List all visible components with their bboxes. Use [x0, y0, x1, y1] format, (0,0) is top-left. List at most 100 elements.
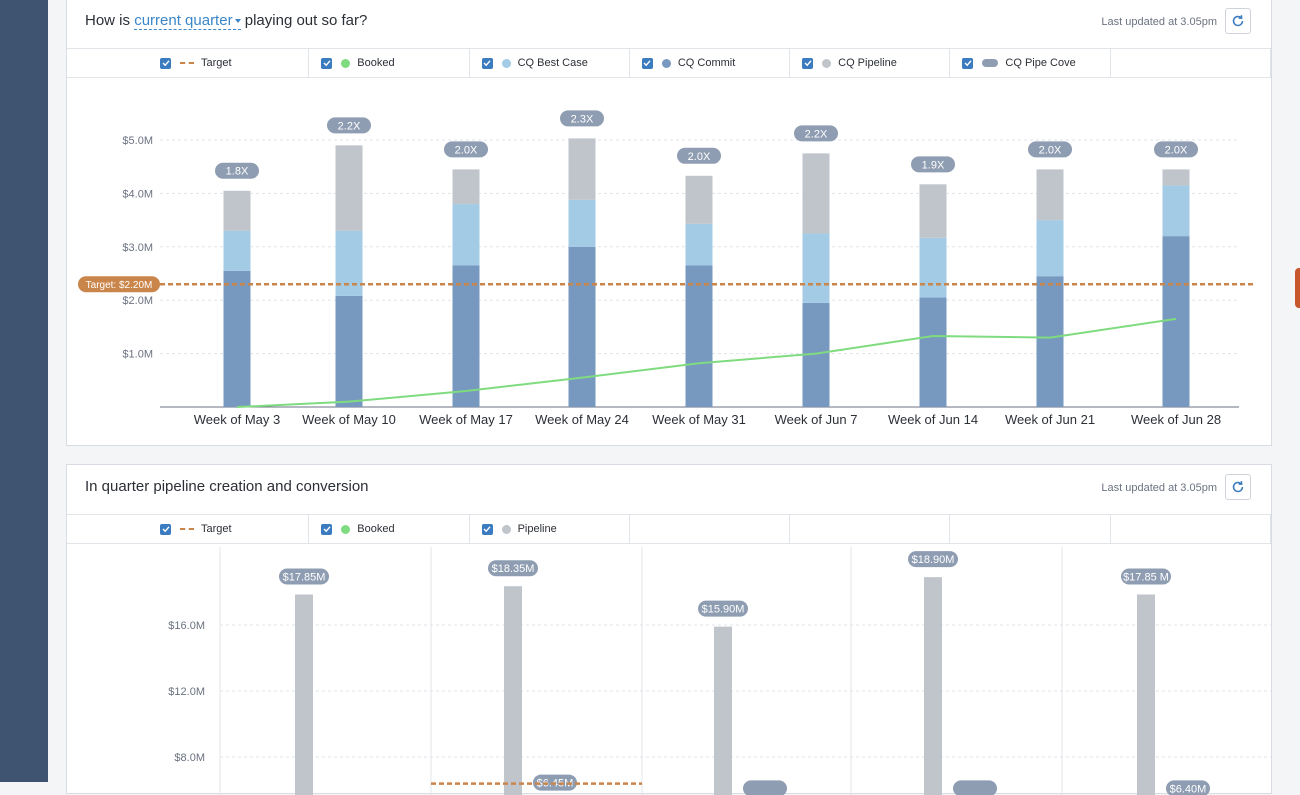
value-badge [1121, 568, 1171, 585]
x-tick-label: Week of May 3 [194, 412, 280, 427]
value-label: $15.90M [702, 604, 745, 616]
y-tick-label: $3.0M [122, 242, 153, 254]
bar-segment-cq-pipeline[interactable] [223, 190, 251, 231]
card-title: In quarter pipeline creation and convers… [85, 478, 369, 495]
x-tick-label: Week of Jun 7 [775, 412, 858, 427]
coverage-label: 2.0X [455, 144, 478, 156]
checkbox-checked-icon[interactable] [641, 57, 653, 69]
legend-item-pipeline[interactable]: Pipeline [470, 515, 630, 543]
bar-segment-cq-pipeline[interactable] [452, 169, 480, 205]
bar-segment-cq-commit[interactable] [335, 295, 363, 407]
bar-segment-cq-pipeline[interactable] [802, 153, 830, 234]
bar-segment-cq-best-case[interactable] [452, 204, 480, 266]
bar-segment-cq-best-case[interactable] [1036, 220, 1064, 277]
bar-segment-cq-commit[interactable] [1036, 276, 1064, 407]
value-label: $17.85 M [1123, 571, 1169, 583]
legend-item-cq-pipe-cove[interactable]: CQ Pipe Cove [950, 49, 1111, 77]
legend-swatch-dash-icon [180, 528, 194, 530]
legend-label: CQ Best Case [517, 57, 588, 69]
refresh-icon [1232, 481, 1244, 493]
bar-segment-cq-best-case[interactable] [802, 233, 830, 303]
legend-item-cq-pipeline[interactable]: CQ Pipeline [790, 49, 951, 77]
legend-item-target[interactable]: Target [67, 515, 310, 543]
bar-segment-cq-pipeline[interactable] [685, 175, 713, 224]
legend-swatch-dash-icon [180, 62, 194, 64]
x-tick-label: Week of May 24 [535, 412, 629, 427]
feedback-tab[interactable] [1295, 268, 1300, 308]
refresh-button[interactable] [1225, 474, 1251, 500]
pipeline-bar[interactable] [924, 577, 942, 795]
booked-line[interactable] [236, 317, 1177, 408]
refresh-icon [1232, 15, 1244, 27]
value-label: $17.85M [283, 571, 326, 583]
checkbox-checked-icon[interactable] [802, 57, 814, 69]
legend-empty-cell [950, 515, 1111, 543]
legend-label: Target [201, 523, 232, 535]
checkbox-checked-icon[interactable] [160, 523, 171, 535]
legend-item-cq-best-case[interactable]: CQ Best Case [470, 49, 630, 77]
legend-empty-cell [790, 515, 951, 543]
pipeline-bar[interactable] [295, 594, 313, 795]
bar-segment-cq-best-case[interactable] [568, 199, 596, 247]
bar-segment-cq-pipeline[interactable] [1036, 169, 1064, 221]
coverage-label: 1.9X [922, 159, 945, 171]
legend-empty-cell [1111, 49, 1271, 77]
coverage-badge [444, 141, 488, 158]
pipeline-bar[interactable] [504, 586, 522, 795]
pipeline-bar[interactable] [1137, 594, 1155, 795]
legend-empty-cell [630, 515, 791, 543]
checkbox-checked-icon[interactable] [321, 523, 333, 535]
bar-segment-cq-best-case[interactable] [223, 230, 251, 271]
bar-segment-cq-best-case[interactable] [919, 237, 947, 298]
coverage-label: 2.2X [338, 120, 361, 132]
quarter-selector[interactable]: current quarter [134, 12, 241, 30]
coverage-label: 2.2X [805, 128, 828, 140]
legend-label: Pipeline [517, 523, 557, 535]
legend-swatch-dot-icon [341, 524, 351, 534]
checkbox-checked-icon[interactable] [481, 57, 493, 69]
legend-swatch-dot-icon [822, 58, 832, 68]
coverage-badge [911, 156, 955, 173]
quarter-progress-card: How is current quarter playing out so fa… [66, 0, 1272, 446]
coverage-badge [560, 110, 604, 127]
bar-segment-cq-pipeline[interactable] [568, 138, 596, 200]
bar-segment-cq-commit[interactable] [685, 265, 713, 408]
forecast-stacked-bar-chart: $1.0M $2.0M $3.0M $4.0M $5.0M 1.8X Week of May… [78, 110, 1255, 427]
bar-segment-cq-pipeline[interactable] [1162, 169, 1190, 186]
legend-item-cq-commit[interactable]: CQ Commit [630, 49, 791, 77]
bar-segment-cq-pipeline[interactable] [919, 184, 947, 238]
card-header: In quarter pipeline creation and convers… [67, 465, 1271, 514]
coverage-badge [1028, 141, 1072, 158]
checkbox-checked-icon[interactable] [962, 57, 974, 69]
bar-segment-cq-best-case[interactable] [1162, 185, 1190, 237]
refresh-button[interactable] [1225, 8, 1251, 34]
secondary-label: $6.40M [1170, 783, 1207, 795]
bar-segment-cq-pipeline[interactable] [335, 145, 363, 231]
bar-segment-cq-commit[interactable] [568, 246, 596, 407]
pipeline-bar-chart: $8.0M $12.0M $16.0M $17.85M $18.35M $15.90M $1… [168, 547, 1271, 795]
bar-segment-cq-commit[interactable] [919, 297, 947, 407]
target-label: Target: $2.20M [86, 280, 153, 291]
caret-down-icon [234, 19, 241, 24]
legend-item-booked[interactable]: Booked [309, 515, 470, 543]
chart-legend: Target Booked Pipeline [67, 514, 1271, 544]
legend-label: CQ Pipe Cove [1005, 57, 1076, 69]
bar-segment-cq-commit[interactable] [452, 265, 480, 408]
legend-item-target[interactable]: Target [67, 49, 310, 77]
bar-segment-cq-commit[interactable] [223, 270, 251, 407]
coverage-label: 2.0X [1165, 144, 1188, 156]
checkbox-checked-icon[interactable] [321, 57, 333, 69]
x-tick-label: Week of May 31 [652, 412, 746, 427]
pipeline-bar[interactable] [714, 626, 732, 795]
y-tick-label: $5.0M [122, 135, 153, 147]
bar-segment-cq-commit[interactable] [1162, 236, 1190, 407]
bar-segment-cq-best-case[interactable] [685, 223, 713, 266]
legend-label: Booked [357, 523, 395, 535]
checkbox-checked-icon[interactable] [481, 523, 493, 535]
bar-segment-cq-best-case[interactable] [335, 230, 363, 296]
value-badge [908, 551, 958, 568]
legend-swatch-dot-icon [501, 524, 511, 534]
legend-item-booked[interactable]: Booked [309, 49, 470, 77]
checkbox-checked-icon[interactable] [160, 57, 171, 69]
coverage-badge [677, 147, 721, 164]
